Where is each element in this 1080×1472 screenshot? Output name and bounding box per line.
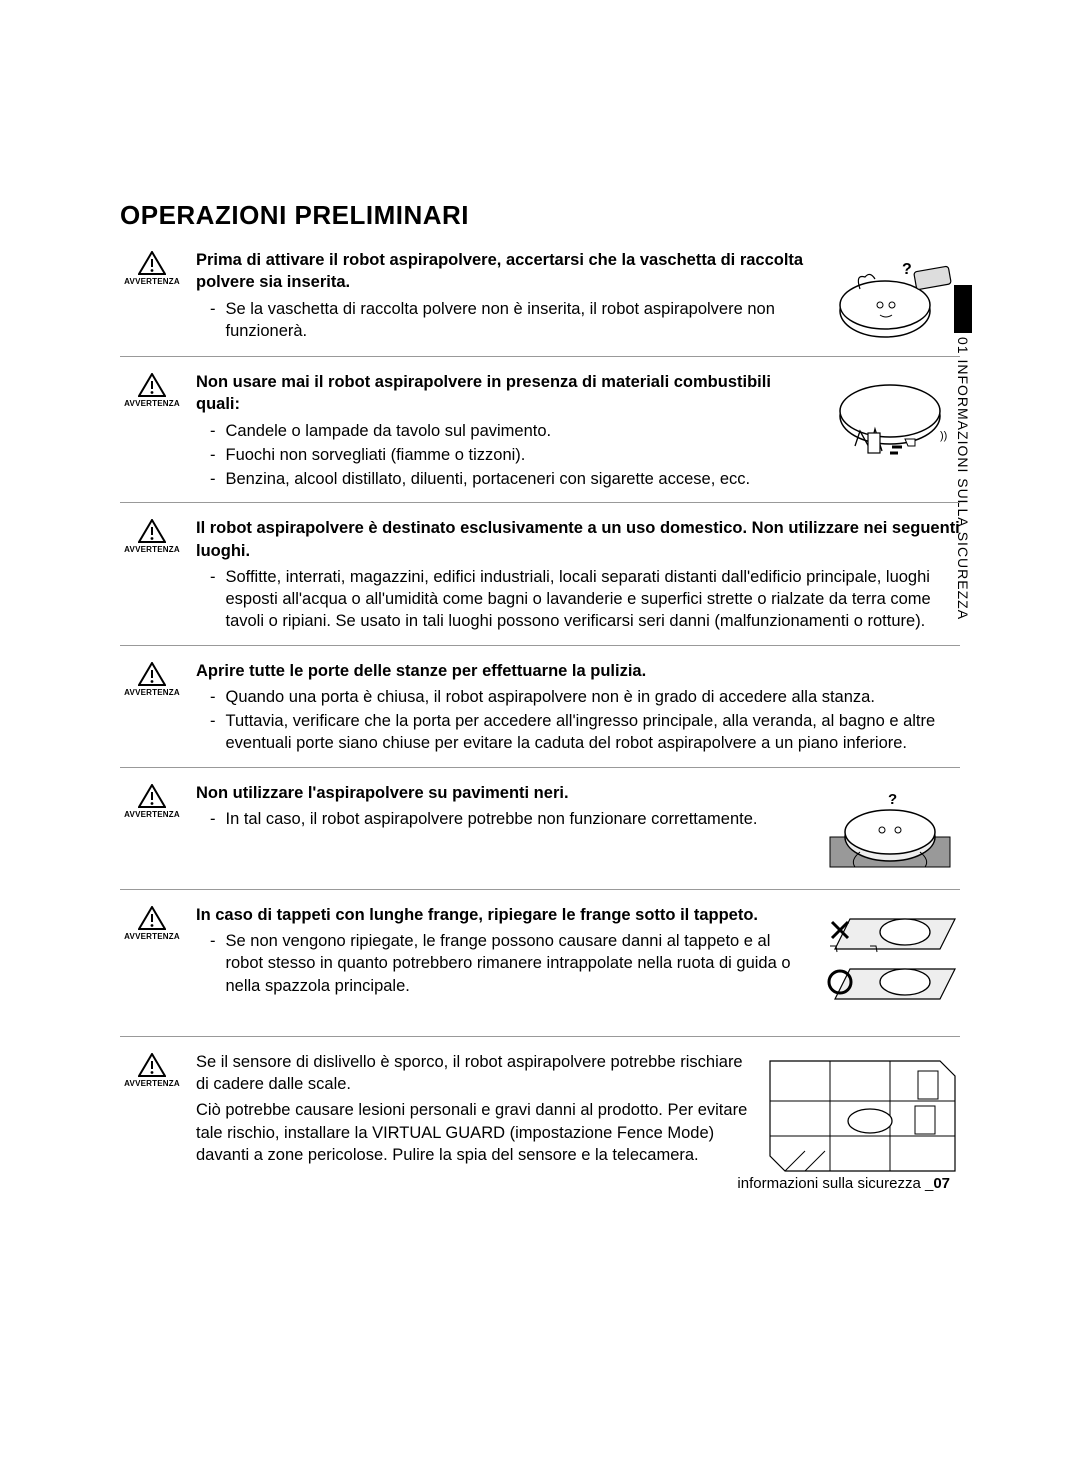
bullet-item: -Benzina, alcool distillato, diluenti, p… xyxy=(210,468,808,490)
warning-section: AVVERTENZA Aprire tutte le porte delle s… xyxy=(120,660,960,768)
warning-triangle-icon xyxy=(138,1053,166,1077)
footer-text: informazioni sulla sicurezza _ xyxy=(737,1175,933,1192)
bullet-item: -Se la vaschetta di raccolta polvere non… xyxy=(210,298,808,343)
page-footer: informazioni sulla sicurezza _07 xyxy=(737,1175,950,1192)
illustration xyxy=(760,1051,960,1181)
bullet-dash: - xyxy=(210,930,216,997)
bullet-item: -Candele o lampade da tavolo sul pavimen… xyxy=(210,420,808,442)
illustration: ? xyxy=(820,782,960,877)
bullet-item: -Quando una porta è chiusa, il robot asp… xyxy=(210,686,960,708)
illustration xyxy=(820,904,960,1024)
warning-section: AVVERTENZA Il robot aspirapolvere è dest… xyxy=(120,517,960,645)
warning-triangle-icon xyxy=(138,784,166,808)
warning-badge: AVVERTENZA xyxy=(120,782,184,819)
warning-triangle-icon xyxy=(138,662,166,686)
bullet-text: Benzina, alcool distillato, diluenti, po… xyxy=(226,468,751,490)
bullet-dash: - xyxy=(210,710,216,755)
warning-triangle-icon xyxy=(138,251,166,275)
bullet-text: Soffitte, interrati, magazzini, edifici … xyxy=(226,566,961,633)
warning-badge: AVVERTENZA xyxy=(120,371,184,408)
warning-label: AVVERTENZA xyxy=(124,932,180,941)
page-content: OPERAZIONI PRELIMINARI AVVERTENZA Prima … xyxy=(120,200,960,1207)
bullet-dash: - xyxy=(210,808,216,830)
bullet-item: -In tal caso, il robot aspirapolvere pot… xyxy=(210,808,808,830)
section-paragraph: Se il sensore di dislivello è sporco, il… xyxy=(196,1051,748,1096)
bullet-item: -Tuttavia, verificare che la porta per a… xyxy=(210,710,960,755)
warning-triangle-icon xyxy=(138,373,166,397)
bullet-text: Se la vaschetta di raccolta polvere non … xyxy=(226,298,809,343)
warning-badge: AVVERTENZA xyxy=(120,660,184,697)
bullet-text: In tal caso, il robot aspirapolvere potr… xyxy=(226,808,758,830)
section-heading: Aprire tutte le porte delle stanze per e… xyxy=(196,660,960,682)
bullet-text: Tuttavia, verificare che la porta per ac… xyxy=(226,710,961,755)
warning-badge: AVVERTENZA xyxy=(120,904,184,941)
bullet-item: -Soffitte, interrati, magazzini, edifici… xyxy=(210,566,960,633)
section-text: Il robot aspirapolvere è destinato esclu… xyxy=(196,517,960,632)
warning-label: AVVERTENZA xyxy=(124,399,180,408)
warning-badge: AVVERTENZA xyxy=(120,1051,184,1088)
section-text: Aprire tutte le porte delle stanze per e… xyxy=(196,660,960,755)
svg-text:)): )) xyxy=(940,430,947,442)
bullet-text: Quando una porta è chiusa, il robot aspi… xyxy=(226,686,875,708)
illustration: )) xyxy=(820,371,960,466)
section-heading: Prima di attivare il robot aspirapolvere… xyxy=(196,249,808,294)
warning-section: AVVERTENZA Non usare mai il robot aspira… xyxy=(120,371,960,503)
warning-label: AVVERTENZA xyxy=(124,545,180,554)
section-text: In caso di tappeti con lunghe frange, ri… xyxy=(196,904,808,997)
warning-triangle-icon xyxy=(138,519,166,543)
bullet-dash: - xyxy=(210,468,216,490)
warning-label: AVVERTENZA xyxy=(124,1079,180,1088)
warning-badge: AVVERTENZA xyxy=(120,517,184,554)
warning-badge: AVVERTENZA xyxy=(120,249,184,286)
page-number: 07 xyxy=(933,1175,950,1192)
section-paragraph: Ciò potrebbe causare lesioni personali e… xyxy=(196,1099,748,1166)
illustration: ? xyxy=(820,249,960,344)
section-text: Non utilizzare l'aspirapolvere su pavime… xyxy=(196,782,808,831)
svg-text:?: ? xyxy=(902,261,912,278)
warning-section: AVVERTENZA In caso di tappeti con lunghe… xyxy=(120,904,960,1037)
section-heading: Non utilizzare l'aspirapolvere su pavime… xyxy=(196,782,808,804)
bullet-text: Fuochi non sorvegliati (fiamme o tizzoni… xyxy=(226,444,526,466)
section-heading: In caso di tappeti con lunghe frange, ri… xyxy=(196,904,808,926)
warning-label: AVVERTENZA xyxy=(124,277,180,286)
page-title: OPERAZIONI PRELIMINARI xyxy=(120,200,960,231)
warning-label: AVVERTENZA xyxy=(124,810,180,819)
bullet-item: -Fuochi non sorvegliati (fiamme o tizzon… xyxy=(210,444,808,466)
bullet-text: Se non vengono ripiegate, le frange poss… xyxy=(226,930,809,997)
bullet-item: -Se non vengono ripiegate, le frange pos… xyxy=(210,930,808,997)
bullet-text: Candele o lampade da tavolo sul paviment… xyxy=(226,420,552,442)
section-heading: Non usare mai il robot aspirapolvere in … xyxy=(196,371,808,416)
section-text: Se il sensore di dislivello è sporco, il… xyxy=(196,1051,748,1166)
warning-section: AVVERTENZA Prima di attivare il robot as… xyxy=(120,249,960,357)
svg-text:?: ? xyxy=(888,791,897,808)
bullet-dash: - xyxy=(210,686,216,708)
bullet-dash: - xyxy=(210,444,216,466)
bullet-dash: - xyxy=(210,566,216,633)
bullet-dash: - xyxy=(210,298,216,343)
section-text: Prima di attivare il robot aspirapolvere… xyxy=(196,249,808,342)
bullet-dash: - xyxy=(210,420,216,442)
section-text: Non usare mai il robot aspirapolvere in … xyxy=(196,371,808,490)
warning-section: AVVERTENZA Se il sensore di dislivello è… xyxy=(120,1051,960,1193)
warning-section: AVVERTENZA Non utilizzare l'aspirapolver… xyxy=(120,782,960,890)
section-heading: Il robot aspirapolvere è destinato esclu… xyxy=(196,517,960,562)
warning-triangle-icon xyxy=(138,906,166,930)
warning-label: AVVERTENZA xyxy=(124,688,180,697)
